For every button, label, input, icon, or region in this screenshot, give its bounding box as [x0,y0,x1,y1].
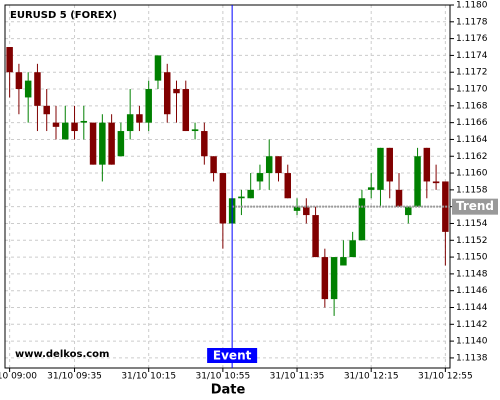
candle-body [89,122,97,165]
candle-body [154,55,162,81]
candle-body [117,131,125,157]
x-tick-label: 31/10 09:00 [0,372,37,382]
y-tick-label: 1.1152 [456,236,488,246]
candle-body [24,80,32,98]
y-tick-label: 1.1176 [456,34,488,44]
marks [6,47,449,316]
y-tick-label: 1.1150 [456,253,488,263]
candle-body [71,122,78,132]
candle-body [80,120,88,123]
candle-body [136,114,143,123]
y-tick-label: 1.1138 [456,353,488,363]
candle-body [43,105,50,115]
trend-label: Trend [456,199,494,213]
candle-body [293,206,301,211]
candle-body [405,206,412,216]
candle-body [15,72,23,90]
y-tick-label: 1.1174 [456,51,488,61]
candle-body [145,89,152,123]
y-tick-label: 1.1144 [456,303,488,313]
candle-body [414,156,421,207]
event-label: Event [213,349,252,363]
x-tick-label: 31/10 12:55 [418,372,473,382]
candle-body [423,147,431,182]
candle-body [191,129,199,132]
y-tick-label: 1.1164 [456,135,488,145]
candle-body [367,187,375,190]
candle-body [126,114,134,132]
y-tick-label: 1.1162 [456,152,488,162]
y-tick-label: 1.1172 [456,68,488,78]
candle-body [108,122,115,165]
candle-body [182,89,190,132]
plot-frame [4,4,451,369]
candle-body [284,173,292,199]
x-axis-label: Date [211,383,246,398]
x-tick-label: 31/10 10:15 [121,372,176,382]
candle-body [340,257,347,266]
event-label-box [207,348,258,363]
candle-body [219,173,227,224]
candle-body [432,181,440,184]
y-tick-label: 1.1166 [456,118,488,128]
trend-label-box [452,198,498,215]
candle-body [201,131,208,157]
candle-body [256,173,264,182]
candle-body [62,122,69,140]
candle-body [247,189,254,199]
y-tick-label: 1.1160 [456,169,488,179]
candle-body [377,147,384,190]
candle-body [34,72,41,106]
candle-body [210,156,217,174]
candle-body [395,189,403,207]
candle-body [163,72,171,115]
candle-body [321,257,329,300]
x-tick-label: 31/10 10:55 [195,372,250,382]
candle-body [275,156,282,174]
candle-body [312,215,319,258]
x-tick-label: 31/10 09:35 [47,372,102,382]
candle-body [6,47,13,73]
candle-body [99,122,106,165]
y-tick-label: 1.1158 [456,185,488,195]
y-tick-label: 1.1154 [456,219,488,229]
candle-body [386,147,393,182]
y-tick-label: 1.1148 [456,269,488,279]
candle-body [173,89,180,94]
candle-body [358,198,366,241]
chart-title: EURUSD 5 (FOREX) [10,10,117,21]
x-tick-label: 31/10 12:15 [344,372,399,382]
candle-body [303,206,310,216]
y-tick-label: 1.1140 [456,337,488,347]
candle-body [52,122,60,127]
y-tick-label: 1.1178 [456,17,488,27]
y-tick-label: 1.1168 [456,101,488,111]
candle-body [330,257,338,300]
y-tick-label: 1.1146 [456,286,488,296]
y-tick-label: 1.1142 [456,320,488,330]
y-tick-label: 1.1180 [456,1,488,11]
x-tick-label: 31/10 11:35 [270,372,325,382]
y-tick-label: 1.1170 [456,85,488,95]
candle-body [265,156,273,174]
candle-body [238,196,245,199]
watermark: www.delkos.com [15,349,109,360]
candle-body [349,240,356,258]
